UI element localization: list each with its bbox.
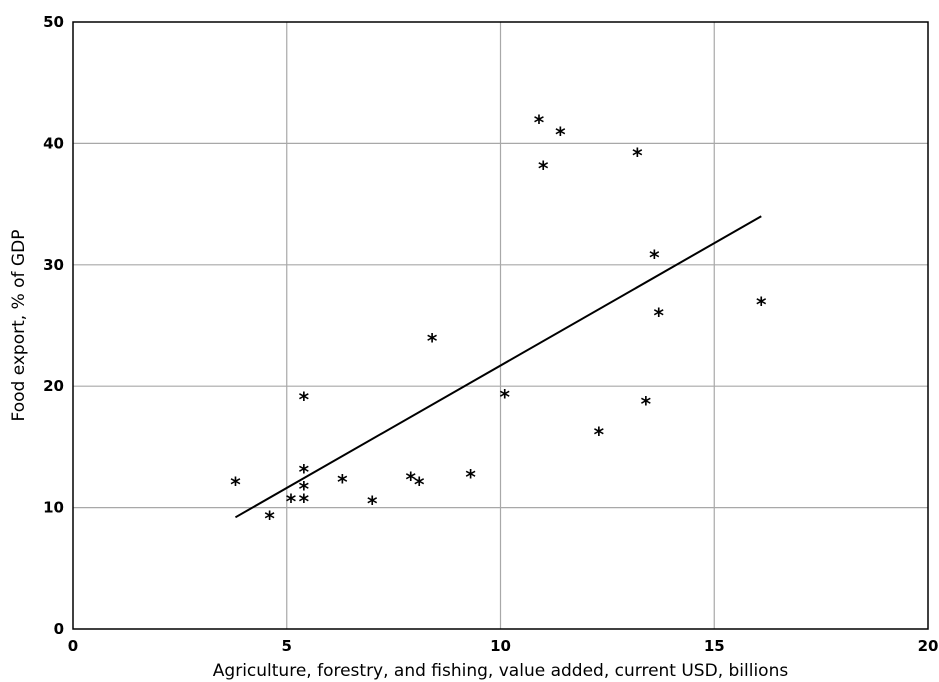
data-point: *: [653, 304, 664, 328]
y-tick-label: 30: [43, 256, 64, 274]
x-tick-label: 0: [68, 637, 78, 655]
data-point: *: [649, 245, 660, 269]
y-tick-label: 40: [43, 134, 64, 152]
x-tick-labels: 0 5 10 15 20: [68, 637, 939, 655]
y-tick-label: 0: [54, 620, 64, 638]
data-point: *: [427, 329, 438, 353]
data-point: *: [299, 489, 310, 513]
data-points: ********************** *: [230, 111, 767, 531]
data-point: *: [641, 392, 652, 416]
data-point: *: [405, 467, 416, 491]
data-point: *: [337, 470, 348, 494]
x-axis-title: Agriculture, forestry, and fishing, valu…: [213, 661, 789, 681]
data-point: *: [534, 111, 545, 135]
data-point: *: [500, 385, 511, 409]
trend-line: [234, 215, 762, 519]
data-point: *: [286, 489, 297, 513]
data-point: *: [299, 477, 310, 501]
data-point: *: [367, 492, 378, 516]
plot-frame: [72, 21, 929, 630]
data-point: *: [299, 387, 310, 411]
data-point: *: [230, 472, 241, 496]
data-point: *: [594, 423, 605, 447]
data-point: *: [414, 472, 425, 496]
data-point: *: [264, 506, 275, 530]
x-tick-label: 5: [282, 637, 292, 655]
data-point: *: [756, 293, 767, 317]
data-point: *: [555, 123, 566, 147]
data-point: *: [465, 465, 476, 489]
y-tick-labels: 0 10 20 30 40 50: [43, 13, 64, 638]
data-point: *: [632, 143, 643, 167]
grid-lines: [73, 22, 928, 629]
data-point: *: [299, 460, 310, 484]
y-axis-title: Food export, % of GDP: [9, 230, 29, 422]
x-tick-label: 10: [490, 637, 511, 655]
y-tick-label: 10: [43, 499, 64, 517]
data-point: *: [538, 157, 549, 181]
y-tick-label: 20: [43, 377, 64, 395]
y-tick-label: 50: [43, 13, 64, 31]
x-tick-label: 15: [704, 637, 725, 655]
x-tick-label: 20: [918, 637, 939, 655]
